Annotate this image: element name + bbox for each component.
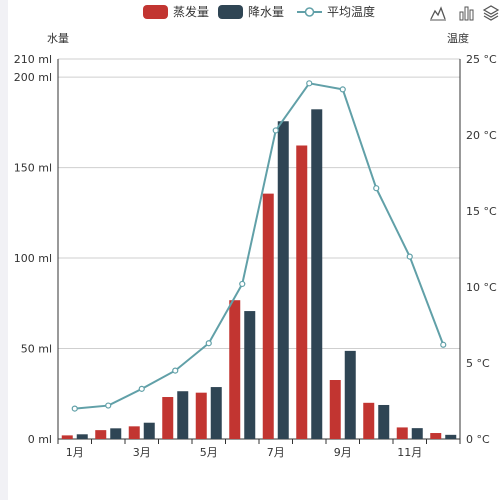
bar-precipitation[interactable] [76,434,88,439]
bar-chart-icon-bar [469,9,474,21]
line-point[interactable] [205,340,212,347]
legend-swatch[interactable] [218,5,243,19]
y-right-tick-label: 5 °C [466,357,490,370]
bar-precipitation[interactable] [177,391,189,439]
line-chart-icon[interactable] [430,6,446,20]
bar-evaporation[interactable] [262,193,274,439]
bar-evaporation[interactable] [162,397,174,439]
y-left-tick-label: 100 ml [14,252,52,265]
legend-label[interactable]: 蒸发量 [173,4,209,19]
x-tick-label: 9月 [334,446,352,459]
line-point[interactable] [306,80,313,87]
y-left-tick-label: 210 ml [14,53,52,66]
bar-chart-icon-bar [464,6,469,21]
line-point[interactable] [272,127,279,134]
x-tick-label: 7月 [267,446,285,459]
bar-evaporation[interactable] [195,392,207,439]
line-point[interactable] [440,341,447,348]
y-right-tick-label: 10 °C [466,281,497,294]
bar-precipitation[interactable] [411,428,423,439]
bar-precipitation[interactable] [110,428,122,439]
y-right-tick-label: 15 °C [466,205,497,218]
line-point[interactable] [239,280,246,288]
line-point[interactable] [406,253,413,260]
stack-icon-layer [483,15,499,21]
legend-label[interactable]: 降水量 [248,5,284,19]
page-edge-strip [0,0,8,500]
bar-evaporation[interactable] [396,427,408,439]
bar-evaporation[interactable] [128,426,140,439]
y-left-tick-label: 150 ml [14,162,52,175]
legend-swatch[interactable] [143,5,168,19]
y-left-tick-label: 0 ml [28,433,52,446]
bar-chart-icon[interactable] [459,11,464,21]
line-point[interactable] [172,367,179,374]
stack-icon[interactable] [482,5,500,15]
bar-precipitation[interactable] [378,404,390,439]
y-right-tick-label: 20 °C [466,129,497,142]
bar-precipitation[interactable] [445,434,457,439]
bar-precipitation[interactable] [344,350,356,439]
line-point[interactable] [339,86,346,93]
bar-precipitation[interactable] [277,121,289,439]
line-avg-temperature [74,82,445,410]
y-left-axis-label: 水量 [47,32,69,45]
line-point[interactable] [71,405,78,412]
y-left-tick-label: 50 ml [21,343,52,356]
x-tick-label: 5月 [200,446,218,459]
bar-precipitation[interactable] [311,109,323,440]
y-right-tick-label: 25 °C [466,53,497,66]
legend-swatch-marker [304,7,315,17]
bar-evaporation[interactable] [430,433,442,439]
line-point[interactable] [373,185,380,192]
x-tick-label: 3月 [133,446,151,459]
bar-evaporation[interactable] [229,300,241,439]
x-tick-label: 1月 [66,446,84,459]
x-tick-label: 11月 [397,446,422,459]
line-point[interactable] [138,385,145,392]
y-right-axis-label: 温度 [447,31,469,45]
bar-precipitation[interactable] [143,422,155,439]
bar-evaporation[interactable] [363,402,375,439]
y-left-tick-label: 200 ml [14,71,52,84]
bar-evaporation[interactable] [95,430,107,439]
stack-icon-layer [483,12,499,18]
bar-evaporation[interactable] [296,145,308,439]
legend-label[interactable]: 平均温度 [327,4,375,19]
bar-precipitation[interactable] [210,387,222,439]
y-right-tick-label: 0 °C [466,433,490,446]
bar-evaporation[interactable] [329,380,341,439]
bar-precipitation[interactable] [244,311,256,439]
line-point[interactable] [105,402,112,409]
bar-evaporation[interactable] [61,435,73,439]
